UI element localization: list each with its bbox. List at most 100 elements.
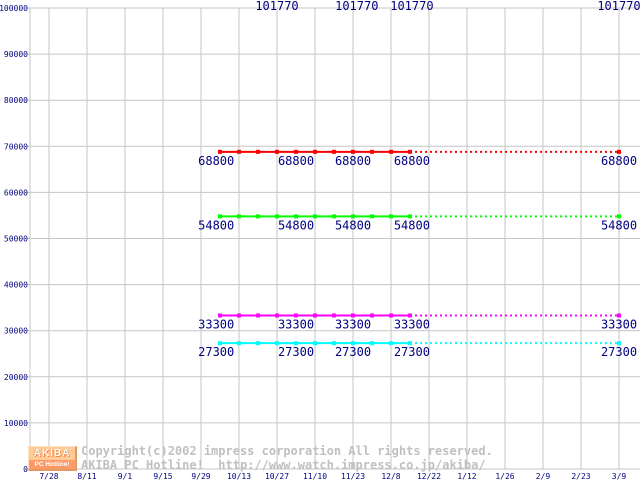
x-axis-tick-label: 10/13 <box>227 472 251 480</box>
x-axis-tick-label: 11/23 <box>341 472 365 480</box>
series-marker-33300 <box>332 313 336 318</box>
price-label-27300: 27300 <box>394 345 430 359</box>
y-axis-tick-label: 60000 <box>4 188 28 197</box>
akiba-pc-hotline-logo: AKIBA PC Hotline! <box>28 446 77 471</box>
price-label-68800: 68800 <box>278 154 314 168</box>
series-marker-54800 <box>256 214 260 219</box>
series-marker-33300 <box>256 313 260 318</box>
y-axis-tick-label: 100000 <box>0 4 28 13</box>
y-axis-tick-label: 80000 <box>4 96 28 105</box>
series-marker-33300 <box>370 313 374 318</box>
price-label-33300: 33300 <box>335 317 371 331</box>
series-marker-27300 <box>389 341 393 346</box>
x-axis-tick-label: 9/15 <box>153 472 172 480</box>
series-marker-68800 <box>313 149 317 154</box>
series-marker-27300 <box>332 341 336 346</box>
series-marker-33300 <box>275 313 279 318</box>
series-marker-33300 <box>389 313 393 318</box>
series-marker-27300 <box>294 341 298 346</box>
price-label-27300: 27300 <box>278 345 314 359</box>
x-axis-tick-label: 1/26 <box>495 472 514 480</box>
series-marker-54800 <box>313 214 317 219</box>
copyright-line2: AKIBA PC Hotline! http://www.watch.impre… <box>81 458 486 472</box>
y-axis-tick-label: 90000 <box>4 50 28 59</box>
y-axis-tick-label: 10000 <box>4 419 28 428</box>
series-marker-54800 <box>351 214 355 219</box>
x-axis-tick-label: 2/23 <box>571 472 590 480</box>
x-axis-tick-label: 1/12 <box>457 472 476 480</box>
series-marker-27300 <box>237 341 241 346</box>
series-marker-27300 <box>218 341 222 346</box>
price-label-54800: 54800 <box>601 218 637 232</box>
series-marker-33300 <box>313 313 317 318</box>
series-marker-27300 <box>351 341 355 346</box>
logo-pc-hotline-text: PC Hotline! <box>29 460 75 469</box>
series-marker-54800 <box>332 214 336 219</box>
price-label-68800: 68800 <box>394 154 430 168</box>
series-marker-68800 <box>256 149 260 154</box>
series-marker-33300 <box>218 313 222 318</box>
price-label-101770: 101770 <box>597 0 640 13</box>
price-label-101770: 101770 <box>390 0 433 13</box>
series-marker-68800 <box>294 149 298 154</box>
series-marker-27300 <box>370 341 374 346</box>
price-label-27300: 27300 <box>198 345 234 359</box>
series-marker-68800 <box>237 149 241 154</box>
price-label-54800: 54800 <box>394 218 430 232</box>
price-label-54800: 54800 <box>198 218 234 232</box>
series-marker-33300 <box>351 313 355 318</box>
price-label-33300: 33300 <box>394 317 430 331</box>
price-label-101770: 101770 <box>335 0 378 13</box>
price-label-33300: 33300 <box>601 317 637 331</box>
x-axis-tick-label: 9/29 <box>191 472 210 480</box>
price-label-27300: 27300 <box>601 345 637 359</box>
series-marker-68800 <box>351 149 355 154</box>
series-marker-27300 <box>275 341 279 346</box>
price-label-54800: 54800 <box>335 218 371 232</box>
x-axis-tick-label: 10/27 <box>265 472 289 480</box>
price-label-54800: 54800 <box>278 218 314 232</box>
series-marker-54800 <box>389 214 393 219</box>
price-label-101770: 101770 <box>255 0 298 13</box>
series-marker-54800 <box>275 214 279 219</box>
series-marker-68800 <box>275 149 279 154</box>
copyright-line1: Copyright(c)2002 impress corporation All… <box>81 444 493 458</box>
series-marker-68800 <box>389 149 393 154</box>
price-label-33300: 33300 <box>278 317 314 331</box>
x-axis-tick-label: 2/9 <box>536 472 551 480</box>
x-axis-tick-label: 11/10 <box>303 472 327 480</box>
price-label-68800: 68800 <box>601 154 637 168</box>
series-marker-68800 <box>218 149 222 154</box>
series-marker-68800 <box>370 149 374 154</box>
y-axis-tick-label: 20000 <box>4 373 28 382</box>
y-axis-tick-label: 40000 <box>4 281 28 290</box>
series-marker-27300 <box>256 341 260 346</box>
logo-akiba-text: AKIBA <box>33 448 71 459</box>
series-marker-54800 <box>237 214 241 219</box>
series-marker-54800 <box>218 214 222 219</box>
series-end-marker-54800 <box>617 214 621 219</box>
series-end-marker-33300 <box>617 313 621 318</box>
series-marker-27300 <box>313 341 317 346</box>
price-label-27300: 27300 <box>335 345 371 359</box>
series-marker-54800 <box>294 214 298 219</box>
series-marker-33300 <box>294 313 298 318</box>
series-end-marker-27300 <box>617 341 621 346</box>
price-label-68800: 68800 <box>198 154 234 168</box>
x-axis-tick-label: 8/11 <box>77 472 96 480</box>
x-axis-tick-label: 12/8 <box>381 472 400 480</box>
y-axis-tick-label: 0 <box>23 465 28 474</box>
series-marker-68800 <box>332 149 336 154</box>
series-marker-33300 <box>237 313 241 318</box>
series-marker-54800 <box>370 214 374 219</box>
x-axis-tick-label: 7/28 <box>39 472 58 480</box>
x-axis-tick-label: 3/9 <box>612 472 627 480</box>
series-end-marker-68800 <box>617 149 621 154</box>
price-label-68800: 68800 <box>335 154 371 168</box>
price-label-33300: 33300 <box>198 317 234 331</box>
y-axis-tick-label: 50000 <box>4 235 28 244</box>
y-axis-tick-label: 30000 <box>4 327 28 336</box>
x-axis-tick-label: 9/1 <box>118 472 133 480</box>
